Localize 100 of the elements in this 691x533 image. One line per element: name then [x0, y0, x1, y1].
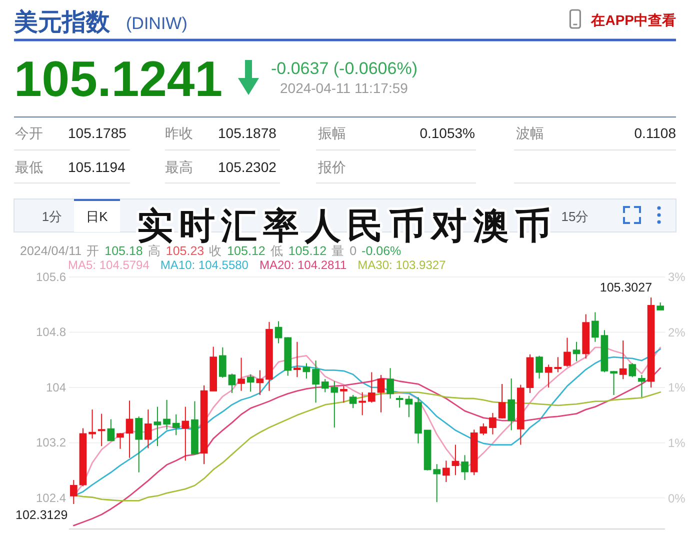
- candlestick: [656, 302, 664, 311]
- text: 105.2302: [218, 159, 277, 175]
- y-tick-label: 103.2: [36, 436, 66, 450]
- candlestick: [340, 386, 348, 404]
- candlestick: [349, 394, 357, 409]
- text: 低: [270, 244, 284, 258]
- candlestick: [647, 297, 655, 388]
- text: MA30: 103.9327: [358, 258, 446, 272]
- candlestick: [200, 384, 208, 465]
- candlestick: [88, 409, 96, 440]
- candlestick: [284, 336, 292, 376]
- text: 15分: [561, 209, 589, 224]
- text: 报价: [317, 159, 346, 175]
- text: 105.12: [288, 244, 327, 258]
- text: 今开: [15, 125, 43, 141]
- text: -0.0637 (-0.0606%): [271, 59, 418, 78]
- y-tick-label: 104: [46, 380, 66, 394]
- text: 开: [86, 244, 100, 258]
- text: (DINIW): [126, 14, 188, 33]
- text: 0: [350, 244, 357, 258]
- annotation: 105.3027: [600, 280, 652, 295]
- candlestick: [358, 392, 366, 416]
- text: 收: [209, 244, 222, 258]
- text: 昨收: [165, 125, 193, 141]
- candlestick: [508, 378, 516, 431]
- candlestick: [246, 374, 254, 392]
- candlestick: [526, 354, 534, 394]
- candlestick: [154, 406, 162, 447]
- text: 日K: [86, 209, 108, 224]
- candlestick: [312, 360, 320, 404]
- candlestick: [107, 418, 115, 442]
- text: 最高: [165, 159, 193, 175]
- candlestick: [516, 384, 524, 446]
- candlestick: [461, 454, 468, 480]
- text: 1分: [42, 209, 62, 224]
- candlestick: [172, 414, 180, 436]
- y2-tick-label: 0%: [668, 491, 686, 506]
- candlestick: [619, 340, 627, 380]
- y-tick-label: 102.4: [36, 490, 66, 505]
- candlestick: [256, 370, 264, 396]
- text: MA5: 104.5794: [68, 258, 150, 272]
- y2-tick-label: 3%: [668, 270, 686, 284]
- candlestick: [572, 341, 580, 362]
- y2-tick-label: 1%: [668, 380, 686, 395]
- candlestick: [116, 432, 124, 450]
- text: 振幅: [318, 125, 346, 141]
- text: 0.1108: [634, 125, 676, 141]
- candlestick: [266, 321, 273, 392]
- candlestick: [218, 346, 226, 378]
- text: MA20: 104.2811: [259, 258, 347, 272]
- candlestick: [238, 357, 245, 392]
- candlestick: [452, 444, 460, 476]
- candlestick: [414, 396, 422, 444]
- text: 美元指数: [13, 8, 111, 36]
- text: 105.1878: [218, 125, 277, 141]
- text: 105.1785: [68, 125, 127, 141]
- text: MA10: 104.5580: [160, 258, 249, 272]
- candlestick: [433, 464, 441, 503]
- candlestick: [228, 373, 236, 394]
- text: 105.23: [166, 244, 204, 258]
- text: 102.3129: [16, 508, 68, 522]
- candlestick: [135, 416, 143, 473]
- text: 105.1194: [68, 159, 126, 175]
- candlestick: [79, 428, 87, 487]
- candlestick: [163, 399, 170, 430]
- y-tick-label: 105.6: [36, 270, 66, 284]
- candlestick: [610, 370, 618, 396]
- text: -0.06%: [362, 244, 402, 258]
- text: 2024/04/11: [20, 244, 82, 258]
- candlestick: [582, 314, 590, 359]
- candlestick: [442, 460, 450, 483]
- text: 105.1241: [14, 51, 223, 107]
- candlestick: [386, 368, 394, 400]
- text: 高: [148, 243, 161, 258]
- candlestick: [293, 341, 301, 378]
- candlestick: [210, 346, 218, 392]
- candlestick: [591, 312, 599, 342]
- candlestick: [98, 413, 106, 447]
- candlestick: [564, 337, 571, 368]
- candlestick: [424, 430, 432, 471]
- y-tick-label: 104.8: [36, 325, 66, 340]
- candlestick: [191, 400, 198, 455]
- text: 0.1053%: [420, 125, 475, 141]
- text: 在APP中查看: [590, 12, 676, 28]
- candlestick: [302, 362, 310, 379]
- candlestick: [536, 355, 543, 379]
- text: 105.18: [104, 244, 143, 258]
- candlestick: [489, 412, 496, 435]
- line-series: [72, 367, 662, 526]
- text: 最低: [15, 159, 43, 175]
- y2-tick-label: 2%: [668, 325, 686, 340]
- candlestick: [600, 330, 608, 373]
- text: 105.12: [227, 244, 266, 258]
- candlestick: [377, 374, 385, 413]
- candlestick: [498, 384, 506, 420]
- candlestick: [368, 372, 376, 404]
- y2-tick-label: 1%: [668, 436, 686, 450]
- candlestick: [144, 409, 152, 449]
- candlestick: [70, 479, 78, 504]
- chart-title: 实时汇率人民币对澳币: [137, 205, 557, 246]
